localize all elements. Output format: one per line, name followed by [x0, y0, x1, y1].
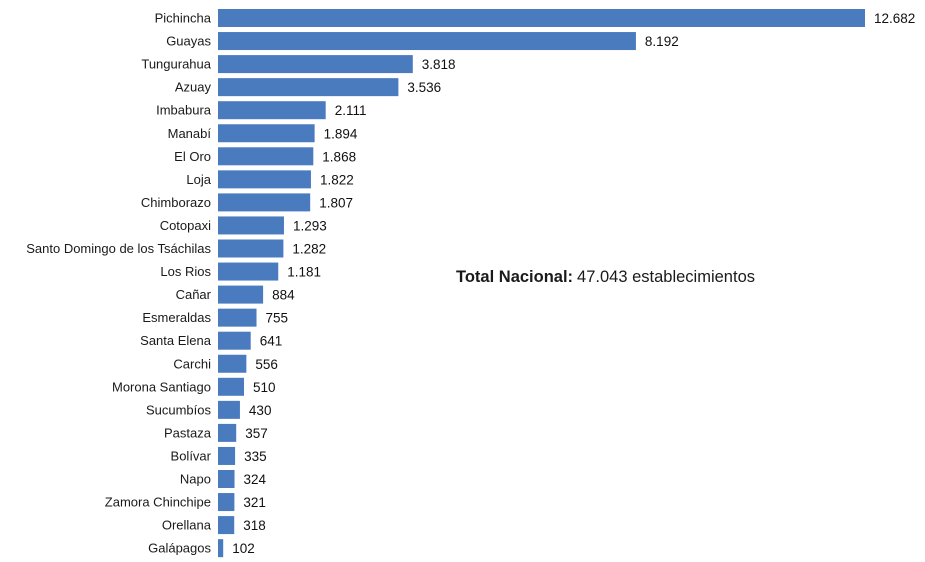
- bar-galapagos: [218, 539, 224, 558]
- bar-el-oro: [218, 147, 314, 166]
- bar-esmeraldas: [218, 308, 257, 327]
- value-label-manabi: 1.894: [324, 126, 358, 141]
- bar-pastaza: [218, 423, 237, 442]
- bar-loja: [218, 170, 311, 189]
- category-label-loja: Loja: [186, 172, 211, 187]
- category-label-sucumbios: Sucumbíos: [146, 402, 212, 417]
- bar-bolivar: [218, 446, 236, 465]
- bar-chimborazo: [218, 193, 311, 212]
- value-label-carchi: 556: [255, 357, 278, 372]
- category-label-pastaza: Pastaza: [164, 425, 212, 440]
- bar-los-rios: [218, 262, 279, 281]
- value-label-zamora-chinchipe: 321: [243, 495, 266, 510]
- bar-sucumbios: [218, 400, 240, 419]
- value-label-santo-domingo-de-los-tsachilas: 1.282: [292, 242, 326, 257]
- bar-santa-elena: [218, 331, 251, 350]
- value-label-morona-santiago: 510: [253, 380, 276, 395]
- bar-orellana: [218, 516, 235, 535]
- bar-canar: [218, 285, 264, 304]
- value-label-canar: 884: [272, 288, 295, 303]
- category-label-orellana: Orellana: [162, 518, 212, 533]
- value-label-bolivar: 335: [244, 449, 267, 464]
- value-label-pastaza: 357: [245, 426, 268, 441]
- value-label-guayas: 8.192: [645, 34, 679, 49]
- bar-santo-domingo-de-los-tsachilas: [218, 239, 284, 258]
- category-label-zamora-chinchipe: Zamora Chinchipe: [105, 495, 211, 510]
- bar-azuay: [218, 78, 399, 97]
- value-label-esmeraldas: 755: [266, 311, 289, 326]
- value-label-imbabura: 2.111: [335, 103, 367, 118]
- total-label: Total Nacional:: [456, 268, 574, 286]
- category-label-guayas: Guayas: [166, 34, 211, 49]
- value-label-galapagos: 102: [232, 541, 255, 556]
- bar-guayas: [218, 32, 636, 51]
- bar-napo: [218, 470, 235, 488]
- value-label-loja: 1.822: [320, 172, 354, 187]
- category-label-canar: Cañar: [176, 287, 212, 302]
- value-label-el-oro: 1.868: [322, 149, 356, 164]
- bar-tungurahua: [218, 55, 413, 74]
- bar-manabi: [218, 124, 315, 143]
- value-label-azuay: 3.536: [407, 80, 441, 95]
- total-annotation: Total Nacional: 47.043 establecimientos: [456, 268, 755, 287]
- category-label-carchi: Carchi: [173, 356, 211, 371]
- bar-morona-santiago: [218, 377, 245, 396]
- bar-cotopaxi: [218, 216, 284, 235]
- value-label-tungurahua: 3.818: [422, 57, 456, 72]
- bar-zamora-chinchipe: [218, 493, 235, 512]
- bar-imbabura: [218, 101, 326, 120]
- bar-pichincha: [218, 9, 865, 27]
- value-label-orellana: 318: [243, 518, 266, 533]
- total-value: 47.043 establecimientos: [577, 268, 755, 286]
- category-label-tungurahua: Tungurahua: [141, 57, 211, 72]
- category-label-bolivar: Bolívar: [171, 448, 212, 463]
- category-label-imbabura: Imbabura: [156, 103, 212, 118]
- value-label-chimborazo: 1.807: [319, 195, 353, 210]
- category-label-azuay: Azuay: [175, 80, 212, 95]
- category-label-santa-elena: Santa Elena: [140, 333, 212, 348]
- value-label-los-rios: 1.181: [287, 265, 321, 280]
- value-label-napo: 324: [244, 472, 267, 487]
- category-label-galapagos: Galápagos: [148, 541, 211, 556]
- category-label-napo: Napo: [180, 472, 211, 487]
- category-label-pichincha: Pichincha: [155, 11, 212, 26]
- category-label-cotopaxi: Cotopaxi: [160, 218, 211, 233]
- category-label-santo-domingo-de-los-tsachilas: Santo Domingo de los Tsáchilas: [26, 241, 211, 256]
- category-label-chimborazo: Chimborazo: [141, 195, 211, 210]
- category-label-morona-santiago: Morona Santiago: [112, 379, 211, 394]
- category-label-los-rios: Los Rios: [160, 264, 211, 279]
- value-label-cotopaxi: 1.293: [293, 218, 327, 233]
- category-label-el-oro: El Oro: [174, 149, 211, 164]
- category-label-esmeraldas: Esmeraldas: [142, 310, 211, 325]
- value-label-sucumbios: 430: [249, 403, 272, 418]
- value-label-santa-elena: 641: [260, 334, 283, 349]
- category-label-manabi: Manabí: [168, 126, 212, 141]
- bar-carchi: [218, 354, 247, 373]
- bars-layer: Pichincha 12.682 Guayas 8.192 Tungurahua 3.81…: [26, 9, 915, 558]
- value-label-pichincha: 12.682: [874, 11, 915, 26]
